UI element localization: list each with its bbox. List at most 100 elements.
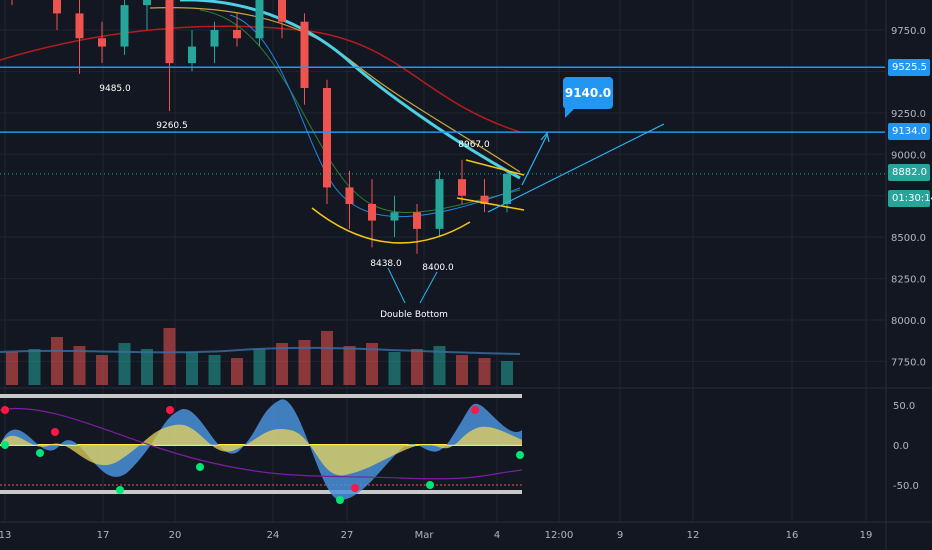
price-axis-tick-label: 7750.0 xyxy=(891,357,926,368)
candles xyxy=(11,0,511,254)
ma-50-line xyxy=(180,0,521,180)
candle-body xyxy=(210,30,219,47)
volume-bar xyxy=(253,349,266,385)
bottom-arrow-right xyxy=(419,271,438,304)
volume-bar xyxy=(73,346,86,385)
time-axis-tick-label: 17 xyxy=(97,530,110,541)
resistance-price-label: 9525.5 xyxy=(888,59,930,76)
wedge-upper-line xyxy=(465,159,525,176)
time-axis-tick-label: 20 xyxy=(169,530,182,541)
osc-buy-dot xyxy=(426,481,434,489)
target-price-label: 9134.0 xyxy=(888,123,930,140)
time-axis-tick-label: 12:00 xyxy=(545,530,574,541)
time-axis-tick-label: 24 xyxy=(267,530,280,541)
peak-price-label: 8967.0 xyxy=(458,140,490,150)
osc-sell-dot xyxy=(471,406,479,414)
volume-bar xyxy=(208,355,221,385)
osc-buy-dot xyxy=(1,441,9,449)
time-axis-tick-label: 16 xyxy=(786,530,799,541)
osc-axis-tick-label: 50.0 xyxy=(893,401,915,412)
candle-body xyxy=(120,5,129,47)
candle-body xyxy=(368,204,376,221)
bottom-price-label: 8438.0 xyxy=(370,259,402,269)
osc-axis-tick-label: 0.0 xyxy=(893,441,909,452)
osc-sell-dot xyxy=(1,406,9,414)
time-axis-tick-label: Mar xyxy=(415,530,435,541)
volume-bar xyxy=(501,361,513,385)
candle-body xyxy=(53,0,61,14)
time-axis-tick-label: 9 xyxy=(617,530,623,541)
volume-bar xyxy=(456,355,468,385)
candle-body xyxy=(413,212,421,229)
volume-bar xyxy=(163,328,176,385)
osc-buy-dot xyxy=(516,451,524,459)
volume-bar xyxy=(118,343,131,385)
volume-bar xyxy=(28,349,41,385)
osc-buy-dot xyxy=(196,463,204,471)
candle-body xyxy=(278,0,286,22)
wedge-lower-line xyxy=(456,197,525,211)
volume-bar xyxy=(433,346,446,385)
candle-body xyxy=(233,30,241,39)
osc-sell-dot xyxy=(351,484,359,492)
volume-bar xyxy=(343,346,356,385)
osc-buy-dot xyxy=(116,486,124,494)
osc-axis-tick-label: -50.0 xyxy=(893,481,919,492)
volume-bar xyxy=(141,349,153,385)
candle-body xyxy=(165,0,174,64)
osc-sell-dot xyxy=(51,428,59,436)
time-axis-tick-label: 27 xyxy=(341,530,354,541)
candle-body xyxy=(300,21,309,88)
bottom-arrow-left xyxy=(387,267,406,304)
current-price-label: 8882.0 xyxy=(888,164,930,181)
candle-body xyxy=(188,46,196,64)
double-bottom-arc xyxy=(311,207,471,244)
volume-bar xyxy=(6,352,18,385)
candle-body xyxy=(255,0,264,39)
candle-body xyxy=(503,173,511,204)
candle-body xyxy=(390,212,399,221)
volume-bar xyxy=(298,340,311,385)
candle-body xyxy=(98,38,106,47)
volume-bar xyxy=(51,337,63,385)
price-axis-tick-label: 8000.0 xyxy=(891,316,926,327)
price-axis-tick-label: 9250.0 xyxy=(891,109,926,120)
trend-projection-line xyxy=(487,123,665,213)
volume-bar xyxy=(366,343,378,385)
target-arrowhead xyxy=(540,131,550,143)
volume-bar xyxy=(411,349,423,385)
volume-bar xyxy=(276,343,288,385)
osc-lower-band xyxy=(0,490,522,494)
osc-sell-dot xyxy=(166,406,174,414)
volume-bars xyxy=(6,328,513,385)
time-axis-tick-label: 12 xyxy=(687,530,700,541)
price-axis-tick-label: 8500.0 xyxy=(891,233,926,244)
time-axis-tick-label: 4 xyxy=(494,530,500,541)
osc-upper-band xyxy=(0,394,522,398)
volume-bar xyxy=(96,355,108,385)
volume-bar xyxy=(478,358,491,385)
candle-body xyxy=(435,179,444,229)
time-axis-tick-label: 13 xyxy=(0,530,11,541)
price-axis-tick-label: 9750.0 xyxy=(891,26,926,37)
candle-body xyxy=(143,0,151,6)
candle-body xyxy=(75,13,84,39)
bottom-price-label: 8400.0 xyxy=(422,263,454,273)
osc-signal-line xyxy=(0,407,523,480)
volume-ma-line xyxy=(0,346,521,355)
candle-body xyxy=(345,187,354,204)
target-callout: 9140.0 xyxy=(563,77,613,118)
volume-bar xyxy=(321,331,333,385)
countdown-label: 01:30:14 xyxy=(888,190,932,207)
osc-buy-dot xyxy=(36,449,44,457)
candle-body xyxy=(323,88,331,188)
time-axis-tick-label: 19 xyxy=(860,530,873,541)
volume-bar xyxy=(186,352,198,385)
price-axis-tick-label: 9000.0 xyxy=(891,150,926,161)
osc-buy-dot xyxy=(336,496,344,504)
volume-bar xyxy=(388,352,401,385)
peak-price-label: 9260.5 xyxy=(156,121,188,131)
candle-body xyxy=(480,195,489,204)
